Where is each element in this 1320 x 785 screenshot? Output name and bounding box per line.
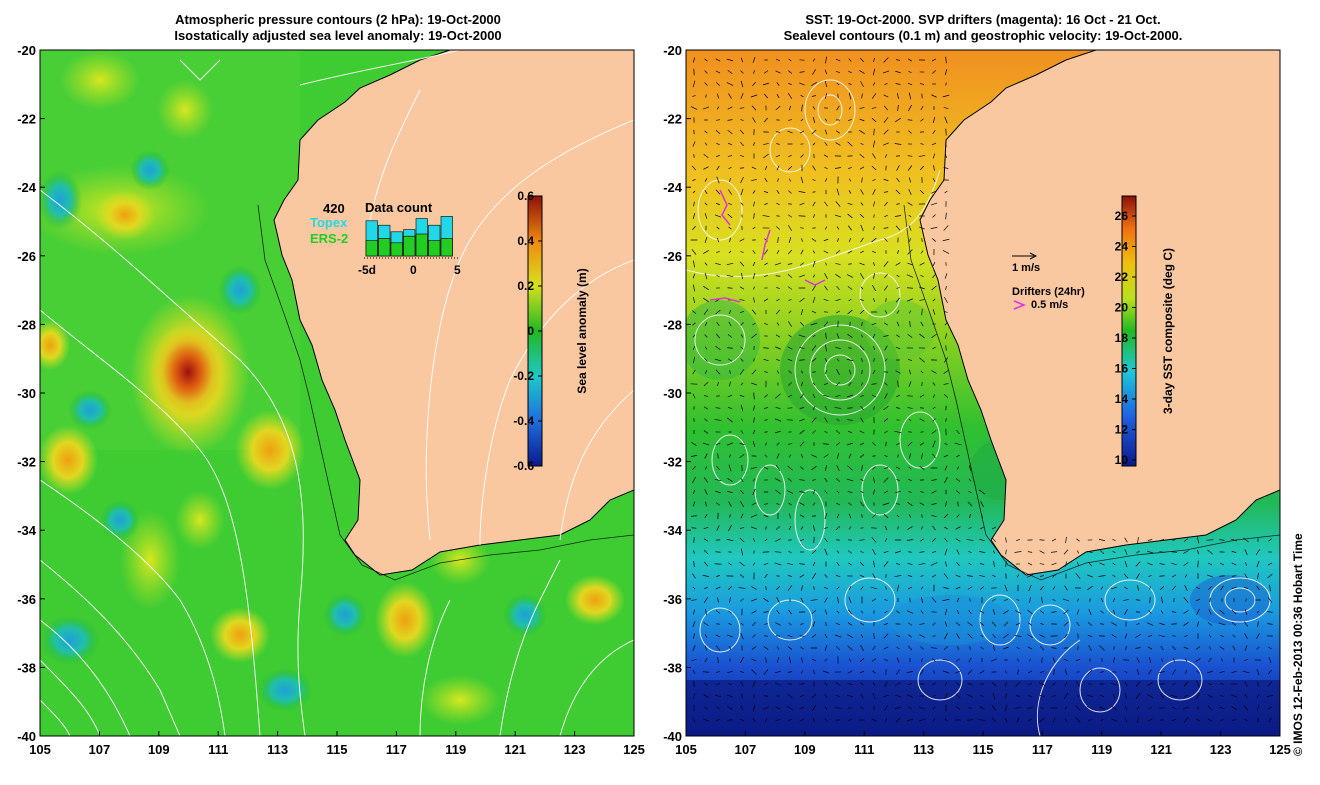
x-tick-label: 123: [564, 742, 586, 757]
colorbar-tick-label: -0.2: [513, 369, 534, 383]
right-title-line1: SST: 19-Oct-2000. SVP drifters (magenta)…: [805, 12, 1160, 27]
y-tick-label: -20: [17, 43, 36, 58]
left-title-line2: Isostatically adjusted sea level anomaly…: [174, 28, 501, 43]
x-tick-label: 107: [89, 742, 111, 757]
ers2-label: ERS-2: [310, 231, 348, 246]
data-count-axis-mid: 0: [410, 263, 417, 277]
velocity-legend-label: 1 m/s: [1012, 262, 1040, 274]
right-title-line2: Sealevel contours (0.1 m) and geostrophi…: [784, 28, 1183, 43]
y-tick-label: -38: [17, 660, 36, 675]
right-map-panel: SST: 19-Oct-2000. SVP drifters (magenta)…: [663, 12, 1291, 757]
colorbar-tick-label: 12: [1115, 423, 1129, 437]
x-tick-label: 115: [327, 742, 348, 757]
x-tick-label: 125: [623, 742, 645, 757]
topex-label: Topex: [310, 215, 348, 230]
y-tick-label: -22: [663, 112, 682, 127]
x-tick-label: 111: [208, 742, 228, 757]
drifter-legend-title: Drifters (24hr): [1012, 286, 1085, 298]
x-tick-label: 113: [913, 742, 934, 757]
colorbar-tick-label: 0.4: [517, 234, 534, 248]
velocity-legend: 1 m/s: [1012, 253, 1040, 274]
x-tick-label: 113: [267, 742, 288, 757]
y-tick-label: -24: [17, 180, 37, 195]
y-tick-label: -28: [663, 317, 682, 332]
ers2-count-bar: [441, 238, 453, 256]
data-count-number: 420: [323, 201, 345, 216]
y-tick-label: -20: [663, 43, 682, 58]
drifter-legend-value: 0.5 m/s: [1031, 299, 1068, 311]
y-tick-label: -22: [17, 112, 36, 127]
y-tick-label: -32: [17, 455, 36, 470]
x-tick-label: 117: [386, 742, 407, 757]
colorbar-tick-label: -0.4: [513, 414, 534, 428]
y-tick-label: -26: [663, 249, 682, 264]
y-tick-label: -30: [663, 386, 682, 401]
x-tick-label: 119: [1091, 742, 1112, 757]
colorbar-tick-label: 24: [1115, 240, 1129, 254]
footer-stamp: © IMOS 12-Feb-2013 00:36 Hobart Time: [1291, 533, 1305, 756]
colorbar-tick-label: 14: [1115, 392, 1129, 406]
y-tick-label: -26: [17, 249, 36, 264]
left-title-line1: Atmospheric pressure contours (2 hPa): 1…: [175, 12, 501, 27]
sla-colorbar-label: Sea level anomaly (m): [575, 268, 589, 393]
x-tick-label: 105: [29, 742, 51, 757]
y-tick-label: -32: [663, 455, 682, 470]
x-tick-label: 109: [794, 742, 816, 757]
x-tick-label: 111: [854, 742, 874, 757]
x-tick-label: 107: [735, 742, 757, 757]
y-tick-label: -28: [17, 317, 36, 332]
colorbar-tick-label: 18: [1115, 331, 1129, 345]
colorbar-tick-label: 22: [1115, 270, 1129, 284]
x-tick-label: 121: [1150, 742, 1172, 757]
x-tick-label: 123: [1210, 742, 1232, 757]
colorbar-tick-label: -0.6: [513, 459, 534, 473]
y-tick-label: -38: [663, 660, 682, 675]
x-tick-label: 115: [973, 742, 994, 757]
data-count-axis-start: -5d: [358, 263, 376, 277]
colorbar-tick-label: 0: [527, 324, 534, 338]
sea-level-anomaly-field: 420 Topex ERS-2 Data count -5d 0 5: [30, 50, 634, 736]
x-tick-label: 105: [675, 742, 697, 757]
ers2-count-bar: [429, 241, 441, 256]
data-count-title: Data count: [365, 200, 433, 215]
x-tick-label: 109: [148, 742, 170, 757]
y-tick-label: -24: [663, 180, 683, 195]
y-tick-label: -34: [663, 523, 683, 538]
y-tick-label: -30: [17, 386, 36, 401]
y-tick-label: -36: [17, 592, 36, 607]
x-tick-label: 119: [445, 742, 466, 757]
ers2-count-bar: [391, 243, 403, 256]
sst-field: 1 m/s Drifters (24hr) 0.5 m/s: [680, 50, 1280, 736]
colorbar-tick-label: 20: [1115, 301, 1129, 315]
colorbar-tick-label: 0.2: [517, 279, 534, 293]
x-tick-label: 117: [1032, 742, 1053, 757]
y-tick-label: -36: [663, 592, 682, 607]
data-count-axis-end: 5: [454, 263, 461, 277]
ers2-count-bar: [366, 241, 378, 256]
x-tick-label: 125: [1269, 742, 1291, 757]
sst-colorbar-label: 3-day SST composite (deg C): [1161, 248, 1175, 414]
y-tick-label: -34: [17, 523, 37, 538]
ers2-count-bar: [416, 234, 428, 256]
colorbar-tick-label: 26: [1115, 209, 1129, 223]
y-tick-label: -40: [663, 729, 682, 744]
ers2-count-bar: [404, 236, 416, 256]
colorbar-tick-label: 10: [1115, 453, 1129, 467]
y-tick-label: -40: [17, 729, 36, 744]
colorbar-tick-label: 16: [1115, 362, 1129, 376]
ers2-count-bar: [379, 238, 391, 256]
left-map-panel: Atmospheric pressure contours (2 hPa): 1…: [17, 12, 645, 757]
x-tick-label: 121: [504, 742, 526, 757]
colorbar-tick-label: 0.6: [517, 189, 534, 203]
